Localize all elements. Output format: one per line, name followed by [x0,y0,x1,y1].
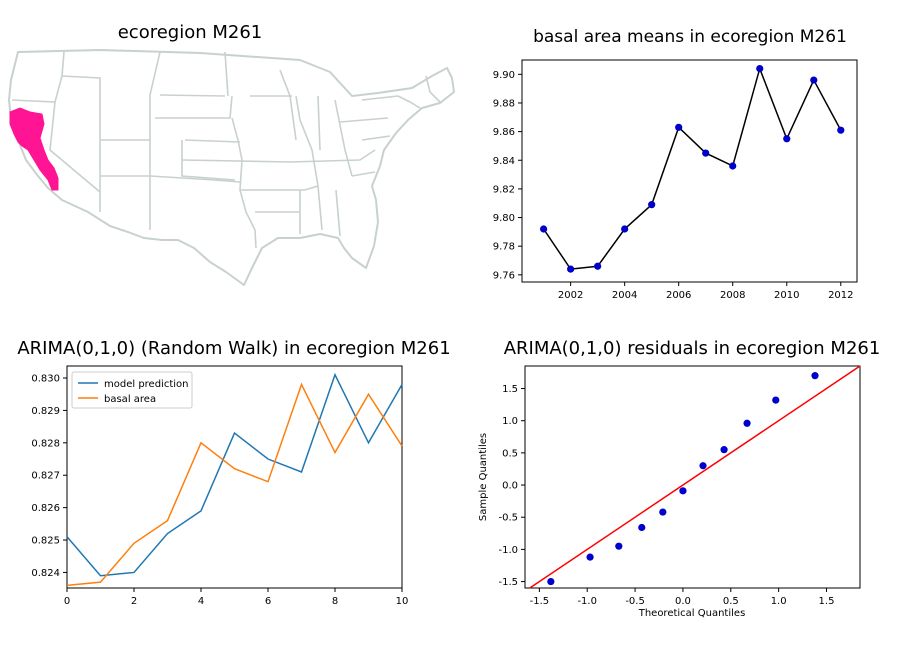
basal-mean-line [542,66,842,270]
arima-legend: model prediction basal area [71,371,193,409]
basal-mean-point [675,123,683,131]
arima-y-tick-label: 0.827 [31,471,60,482]
ecoregion-m261-highlight [9,107,59,191]
basal-x-tick-label: 2010 [774,290,799,301]
arima-y-tick-label: 0.825 [31,536,60,547]
residuals-x-tick-label: 0.5 [723,596,739,607]
arima-x-tick-label: 6 [265,596,271,607]
arima-x-tick-label: 10 [396,596,409,607]
basal-mean-point [540,225,548,233]
residuals-x-tick-label: 1.5 [819,596,835,607]
residual-point [547,577,555,586]
residuals-x-label: Theoretical Quantiles [638,608,746,619]
basal-x-tick-label: 2008 [720,290,745,301]
arima-y-tick-label: 0.830 [31,373,60,384]
residuals-x-tick-label: 0.0 [675,596,691,607]
arima-x-tick-label: 8 [332,596,338,607]
residuals-x-tick-label: -1.5 [530,596,550,607]
basal-x-tick-label: 2002 [558,290,583,301]
basal-x-tick-label: 2006 [666,290,691,301]
residuals-y-axis: -1.5 -1.0 -0.5 0.0 0.5 1.0 1.5 [498,384,525,588]
basal-mean-points [540,64,845,273]
basal-y-axis: 9.76 9.78 9.80 9.82 9.84 9.86 9.88 9.90 [493,70,522,281]
arima-x-tick-label: 4 [198,596,204,607]
residuals-x-tick-label: 1.0 [771,596,787,607]
arima-x-axis: 0 2 4 6 8 10 [64,588,409,607]
basal-mean-point [783,135,791,143]
basal-mean-point [756,64,764,73]
basal-y-tick-label: 9.80 [493,213,515,224]
residual-point [720,446,728,454]
residuals-y-tick-label: -1.5 [498,577,518,588]
residuals-y-tick-label: 1.0 [502,416,518,427]
legend-label-model-prediction: model prediction [104,379,189,390]
residual-point [659,508,667,516]
residual-point [586,553,594,561]
us-map [8,49,455,286]
arima-y-axis: 0.824 0.825 0.826 0.827 0.828 0.829 0.830 [31,373,67,579]
residual-point [743,419,751,427]
basal-y-tick-label: 9.76 [493,270,515,281]
arima-y-tick-label: 0.828 [31,438,60,449]
basal-mean-point [621,225,629,233]
residual-point [811,372,819,380]
basal-mean-point [837,126,845,134]
basal-panel: basal area means in ecoregion M261 9.769… [493,27,858,301]
basal-mean-point [567,265,575,273]
residuals-y-tick-label: 0.5 [502,448,518,459]
basal-y-tick-label: 9.90 [493,70,515,81]
basal-y-tick-label: 9.82 [493,184,515,195]
residual-point [638,523,646,532]
arima-x-tick-label: 0 [64,596,70,607]
basal-y-tick-label: 9.84 [493,156,515,167]
residuals-axes-frame [524,365,861,589]
residuals-y-tick-label: 1.5 [502,384,518,395]
arima-y-tick-label: 0.824 [31,568,60,579]
arima-y-tick-label: 0.829 [31,406,60,417]
basal-x-axis: 2002 2004 2006 2008 2010 2012 [558,282,854,301]
residuals-y-label: Sample Quantiles [478,433,489,521]
residuals-title: ARIMA(0,1,0) residuals in ecoregion M261 [504,338,881,359]
basal-x-tick-label: 2004 [612,290,637,301]
basal-axes-frame [521,59,858,283]
residual-point [772,396,780,404]
legend-box [71,371,193,409]
model-prediction-line [66,372,403,577]
basal-mean-point [594,262,602,270]
basal-mean-point [648,201,656,209]
residual-points [547,372,819,586]
arima-y-tick-label: 0.826 [31,503,60,514]
residuals-y-tick-label: -1.0 [498,545,518,556]
basal-y-tick-label: 9.88 [493,98,515,109]
basal-x-tick-label: 2012 [828,290,853,301]
basal-title: basal area means in ecoregion M261 [533,27,847,47]
basal-mean-point [729,162,737,170]
basal-y-tick-label: 9.86 [493,127,515,138]
map-title: ecoregion M261 [118,22,263,43]
basal-mean-point [702,149,710,157]
residuals-x-tick-label: -0.5 [625,596,645,607]
arima-x-tick-label: 2 [131,596,137,607]
residuals-panel: ARIMA(0,1,0) residuals in ecoregion M261… [478,338,880,619]
basal-area-line [66,382,403,587]
arima-axes-frame [66,365,403,589]
us-outline [8,49,455,286]
residuals-y-tick-label: 0.0 [502,481,518,492]
arima-panel: ARIMA(0,1,0) (Random Walk) in ecoregion … [17,338,450,607]
arima-title: ARIMA(0,1,0) (Random Walk) in ecoregion … [17,338,450,359]
map-panel: ecoregion M261 [8,22,455,286]
residuals-x-tick-label: -1.0 [577,596,597,607]
residuals-x-axis: -1.5 -1.0 -0.5 0.0 0.5 1.0 1.5 [530,588,835,607]
residual-point [615,542,623,550]
state-borders [11,51,441,249]
legend-label-basal-area: basal area [104,394,156,405]
residual-point [679,487,687,495]
basal-mean-point [810,76,818,84]
residuals-y-tick-label: -0.5 [498,513,518,524]
reference-line [529,365,861,589]
basal-y-tick-label: 9.78 [493,242,515,253]
residual-point [699,462,707,470]
